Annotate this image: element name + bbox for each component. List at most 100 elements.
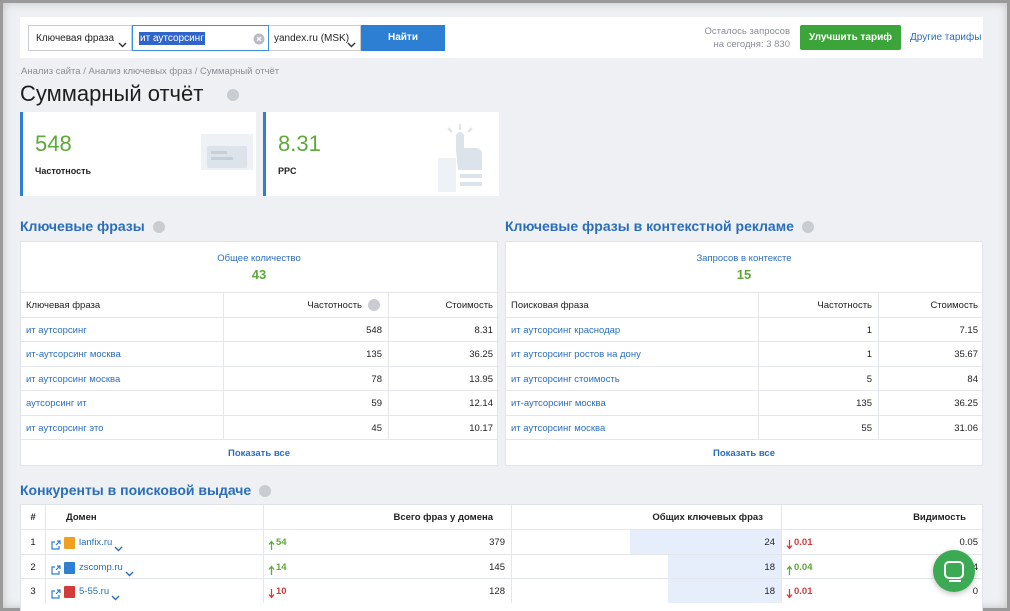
limit-value: на сегодня: 3 830 — [713, 39, 790, 50]
cell-text: 55 — [861, 422, 872, 434]
other-plans-link[interactable]: Другие тарифы — [910, 32, 982, 43]
table-cell: 78 — [223, 365, 388, 390]
search-button[interactable]: Найти — [361, 25, 445, 51]
table-cell: ит-аутсорсинг москва — [21, 341, 223, 366]
rank: 3 — [30, 586, 36, 597]
table-cell: 135 — [758, 390, 878, 415]
column-header: # — [21, 505, 45, 529]
common-bar — [667, 579, 781, 603]
show-all-link[interactable]: Показать все — [21, 439, 497, 466]
table-cell: аутсорсинг ит — [21, 390, 223, 415]
cell-text[interactable]: ит аутсорсинг краснодар — [511, 324, 621, 336]
table-cell: 5-55.ru — [45, 578, 263, 603]
chat-button[interactable] — [933, 550, 975, 592]
region-select[interactable]: yandex.ru (MSK) — [269, 25, 361, 51]
table-cell: 0.01 0.05 — [781, 529, 984, 554]
cell-text[interactable]: ит аутсорсинг — [26, 324, 87, 336]
table-cell: 45 — [223, 414, 388, 439]
cell-text[interactable]: ит-аутсорсинг москва — [511, 398, 606, 409]
cell-text[interactable]: ит аутсорсинг это — [26, 422, 104, 434]
table-cell: 59 — [223, 390, 388, 415]
cell-text[interactable]: ит-аутсорсинг москва — [26, 349, 121, 360]
header-text: Домен — [66, 512, 97, 523]
mode-text: Ключевая фраза — [36, 33, 115, 44]
rank: 1 — [30, 537, 36, 548]
common-bar — [667, 554, 781, 579]
chevron — [125, 564, 134, 582]
table-cell: 548 — [223, 316, 388, 341]
chevron — [111, 588, 120, 606]
total-phrases: 128 — [489, 586, 505, 597]
upgrade-button[interactable]: Улучшить тариф — [800, 25, 901, 50]
table-cell: 5 — [758, 365, 878, 390]
cell-text[interactable]: ит аутсорсинг москва — [26, 373, 121, 385]
domain-link[interactable]: lanfix.ru — [79, 537, 113, 548]
header-text: # — [30, 512, 36, 523]
clear-icon — [253, 32, 265, 50]
trend-arrow — [268, 586, 275, 604]
table-cell: 1 — [21, 529, 45, 554]
trend-arrow — [268, 537, 275, 555]
search-input[interactable]: ит аутсорсинг — [132, 25, 269, 51]
column-header: Стоимость — [388, 292, 499, 317]
breadcrumbs: Анализ сайта / Анализ ключевых фраз / Су… — [21, 66, 280, 77]
table-cell: lanfix.ru — [45, 529, 263, 554]
cell-text: 135 — [856, 398, 872, 409]
domain-link[interactable]: zscomp.ru — [79, 561, 123, 573]
table-cell: 10 128 — [263, 578, 511, 603]
favicon — [64, 536, 75, 554]
show-all-link[interactable]: Показать все — [506, 439, 982, 466]
cell-text[interactable]: ит аутсорсинг ростов на дону — [511, 349, 641, 360]
card-label: PPC — [278, 166, 297, 176]
link-icon — [51, 537, 61, 555]
cell-text: 35.67 — [954, 349, 978, 360]
help-icon — [802, 221, 814, 233]
column-header: Домен — [45, 505, 263, 529]
common-phrases: 18 — [764, 586, 775, 597]
table-cell: 135 — [223, 341, 388, 366]
table-cell: 84 — [878, 365, 984, 390]
total-phrases: 145 — [489, 561, 505, 573]
visibility-change: 0.01 — [794, 586, 813, 597]
table-cell: ит аутсорсинг москва — [21, 365, 223, 391]
table-cell: ит аутсорсинг — [21, 316, 223, 342]
total-value: 43 — [251, 267, 267, 282]
domain-link[interactable]: 5-55.ru — [79, 586, 110, 597]
header-text: Общих ключевых фраз — [652, 512, 763, 523]
trend-arrow — [268, 562, 275, 580]
column-header: Частотность — [758, 292, 878, 317]
table-cell: 1 — [758, 316, 878, 341]
total-value: 15 — [736, 267, 752, 282]
cell-text[interactable]: аутсорсинг ит — [26, 398, 87, 409]
cell-text: 36.25 — [954, 398, 978, 409]
table-cell: ит аутсорсинг краснодар — [506, 316, 758, 342]
chevron — [118, 35, 127, 53]
chevron — [114, 539, 123, 557]
cell-text: 5 — [866, 373, 872, 385]
cell-text: 45 — [371, 422, 382, 434]
total-label: Общее количество — [217, 253, 301, 264]
header-text: Частотность — [817, 300, 872, 311]
table-cell: 2 — [21, 553, 45, 579]
table-card: Запросов в контексте 15 Поисковая фраза Час… — [505, 241, 984, 466]
summary-card: 8.31 PPC — [263, 112, 499, 196]
favicon — [64, 561, 75, 579]
table-cell: 55 — [758, 414, 878, 439]
help-icon — [259, 485, 271, 497]
mode-select[interactable]: Ключевая фраза — [28, 25, 132, 51]
table-cell: 24 — [511, 529, 781, 554]
table-cell: 36.25 — [388, 341, 499, 366]
cell-text[interactable]: ит аутсорсинг москва — [511, 422, 606, 434]
total-label: Запросов в контексте — [696, 253, 792, 264]
header-text: Всего фраз у домена — [393, 512, 493, 523]
common-phrases: 24 — [764, 537, 775, 548]
table-cell: 18 — [511, 553, 781, 579]
cell-text[interactable]: ит аутсорсинг стоимость — [511, 373, 620, 385]
table-cell: 10.17 — [388, 414, 499, 439]
header-text: Видимость — [913, 512, 966, 523]
cell-text: 1 — [866, 324, 872, 336]
table-cell: 7.15 — [878, 316, 984, 341]
table-cell: ит аутсорсинг москва — [506, 414, 758, 440]
cell-text: 7.15 — [959, 324, 979, 336]
